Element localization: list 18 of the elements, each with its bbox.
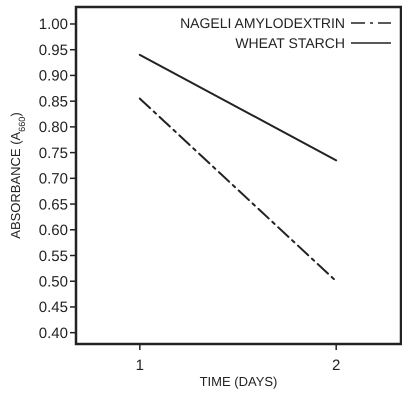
y-tick-label: 0.75: [38, 144, 68, 162]
y-tick-label: 0.85: [38, 93, 68, 110]
x-tick-label: 1: [136, 357, 144, 374]
x-tick-label: 2: [332, 357, 340, 374]
legend-label: NAGELI AMYLODEXTRIN: [180, 14, 345, 31]
y-tick-label: 0.65: [38, 196, 68, 214]
y-tick-label: 0.55: [38, 248, 68, 265]
y-tick-label: 1.00: [38, 16, 68, 34]
y-tick-label: 0.70: [38, 170, 68, 188]
y-tick-label: 0.95: [38, 42, 68, 59]
legend-label: WHEAT STARCH: [235, 34, 345, 51]
y-tick-label: 0.50: [38, 273, 68, 290]
x-axis-title: TIME (DAYS): [200, 374, 278, 389]
y-tick-label: 0.45: [38, 299, 68, 316]
y-tick-label: 0.80: [38, 119, 68, 136]
y-tick-label: 0.60: [38, 222, 68, 240]
y-tick-label: 0.40: [38, 324, 68, 342]
y-tick-label: 0.90: [38, 68, 68, 85]
